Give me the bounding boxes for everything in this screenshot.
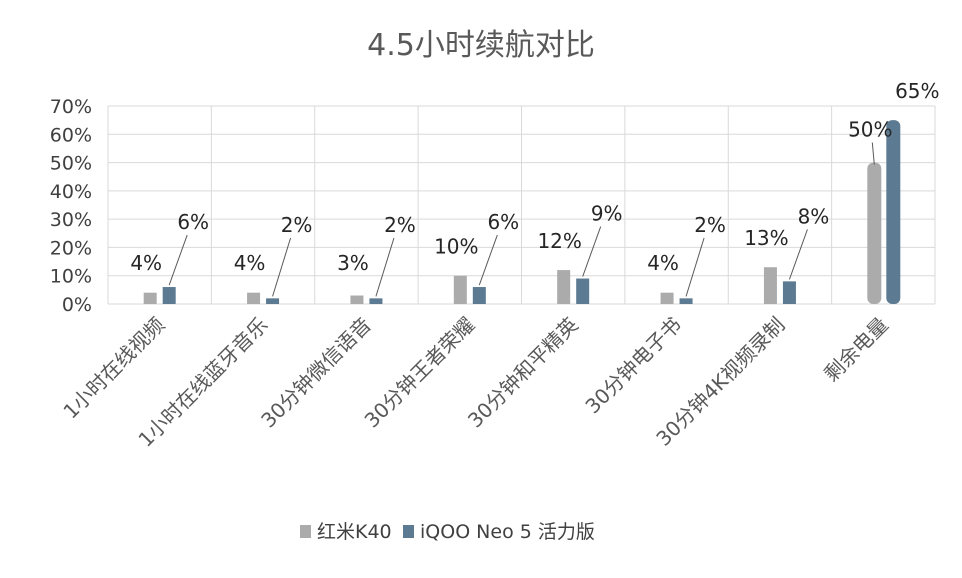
bar-iQOO Neo 5 活力版 (369, 298, 383, 304)
leader-line (168, 234, 188, 286)
y-tick-label: 0% (62, 294, 92, 316)
bar-红米K40 (143, 292, 157, 304)
x-axis-category-labels: 1小时在线视频1小时在线蓝牙音乐30分钟微信语音30分钟王者荣耀30分钟和平精英… (58, 313, 892, 452)
x-category-label: 30分钟和平精英 (463, 313, 583, 433)
x-category-label: 30分钟电子书 (580, 313, 686, 419)
bar-iQOO Neo 5 活力版 (679, 298, 693, 304)
data-label: 50% (848, 118, 892, 142)
data-label: 65% (895, 79, 939, 103)
y-tick-label: 20% (50, 237, 92, 259)
data-label: 13% (744, 226, 788, 250)
x-category-label: 30分钟微信语音 (256, 313, 376, 433)
leader-line (375, 237, 395, 297)
bar-红米K40 (247, 292, 261, 304)
bar-iQOO Neo 5 活力版 (886, 120, 901, 305)
x-category-label: 1小时在线视频 (58, 313, 169, 424)
bar-iQOO Neo 5 活力版 (472, 287, 486, 304)
leader-line (685, 237, 705, 297)
bar-iQOO Neo 5 活力版 (266, 298, 280, 304)
bars (143, 120, 901, 305)
data-label: 12% (537, 229, 581, 253)
bar-红米K40 (557, 270, 571, 304)
y-tick-label: 10% (50, 266, 92, 288)
data-label: 2% (281, 213, 313, 237)
x-category-label: 30分钟王者荣耀 (360, 313, 480, 433)
leader-line (788, 229, 808, 280)
bar-红米K40 (660, 292, 674, 304)
data-label: 3% (337, 251, 369, 275)
bar-红米K40 (453, 275, 467, 304)
y-axis-tick-labels: 0% 10% 20% 30% 40% 50% 60% 70% (50, 96, 92, 316)
legend: 红米K40 iQOO Neo 5 活力版 (300, 521, 595, 543)
bar-iQOO Neo 5 活力版 (162, 287, 176, 304)
leader-line (272, 237, 292, 297)
bar-红米K40 (867, 162, 882, 304)
y-tick-label: 70% (50, 96, 92, 118)
data-label: 6% (177, 210, 209, 234)
legend-swatch (403, 525, 414, 538)
data-label: 4% (647, 251, 679, 275)
leader-line (478, 234, 498, 286)
y-tick-label: 60% (50, 124, 92, 146)
chart-title: 4.5小时续航对比 (367, 28, 595, 63)
data-label: 10% (434, 235, 478, 259)
data-labels: 4% 6% 4% 2% 3% 2% 10% 6% 12% 9% 4% 2% 13% 8% 50%65% (130, 79, 939, 275)
bar-iQOO Neo 5 活力版 (782, 281, 796, 304)
x-category-label: 剩余电量 (819, 313, 893, 387)
legend-swatch (300, 525, 311, 538)
label-leader-lines (168, 142, 875, 297)
legend-label: 红米K40 (317, 521, 392, 543)
bar-红米K40 (763, 267, 777, 304)
y-tick-label: 40% (50, 181, 92, 203)
data-label: 9% (591, 202, 623, 226)
data-label: 2% (384, 213, 416, 237)
legend-label: iQOO Neo 5 活力版 (420, 521, 595, 543)
grid-lines (107, 105, 936, 305)
data-label: 4% (130, 251, 162, 275)
data-label: 6% (487, 210, 519, 234)
bar-iQOO Neo 5 活力版 (576, 278, 590, 304)
data-label: 2% (694, 213, 726, 237)
leader-line (582, 226, 602, 277)
bar-红米K40 (350, 295, 364, 304)
y-tick-label: 50% (50, 153, 92, 175)
leader-line (871, 142, 875, 165)
data-label: 4% (234, 251, 266, 275)
y-tick-label: 30% (50, 209, 92, 231)
data-label: 8% (798, 204, 830, 228)
